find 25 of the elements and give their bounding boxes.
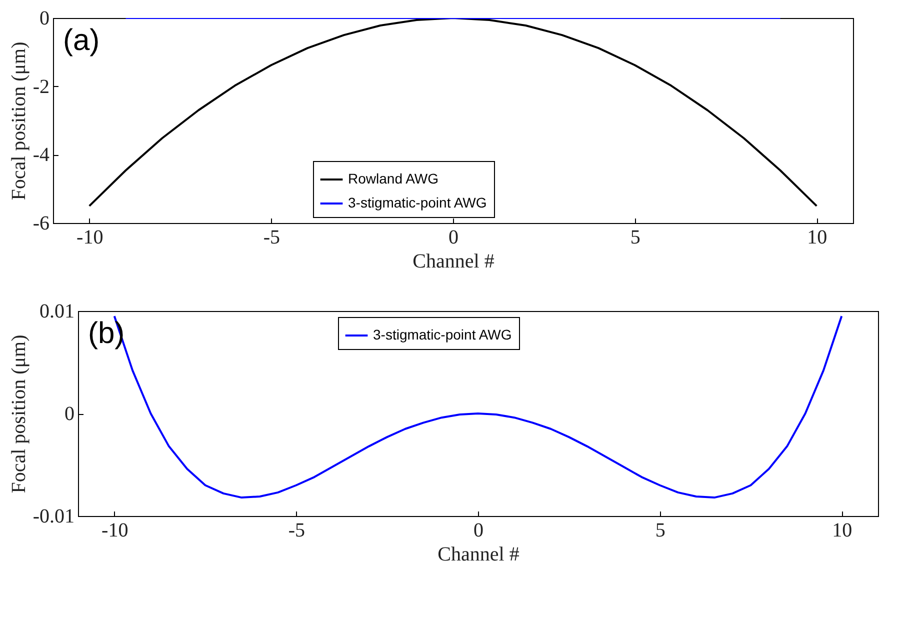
- y-tick-label: -0.01: [32, 506, 74, 528]
- x-tick-label: 0: [448, 226, 458, 248]
- x-tick-label: -5: [263, 226, 280, 248]
- x-tick-label: 10: [807, 226, 828, 248]
- legend-label: 3-stigmatic-point AWG: [373, 326, 512, 342]
- x-tick-label: 5: [655, 520, 666, 542]
- x-axis-title: Channel #: [438, 544, 520, 566]
- x-tick-label: 10: [832, 520, 852, 542]
- y-tick-label: -2: [32, 76, 50, 98]
- y-tick-label: 0.01: [40, 300, 74, 322]
- x-tick-label: -5: [288, 520, 306, 542]
- y-tick-label: -4: [32, 144, 50, 166]
- x-tick-label: -10: [102, 520, 128, 542]
- y-tick-label: 0: [40, 8, 50, 30]
- y-tick-label: -6: [32, 212, 50, 234]
- legend-label: Rowland AWG: [348, 170, 439, 186]
- x-tick-label: 5: [630, 226, 640, 248]
- x-tick-label: 0: [474, 520, 484, 542]
- x-axis-title: Channel #: [412, 250, 494, 272]
- y-axis-title: Focal position (μm): [8, 42, 30, 200]
- annotation: (a): [63, 24, 100, 57]
- legend-label: 3-stigmatic-point AWG: [348, 194, 487, 210]
- x-tick-label: -10: [76, 226, 104, 248]
- y-tick-label: 0: [64, 403, 74, 425]
- y-axis-title: Focal position (μm): [8, 334, 30, 494]
